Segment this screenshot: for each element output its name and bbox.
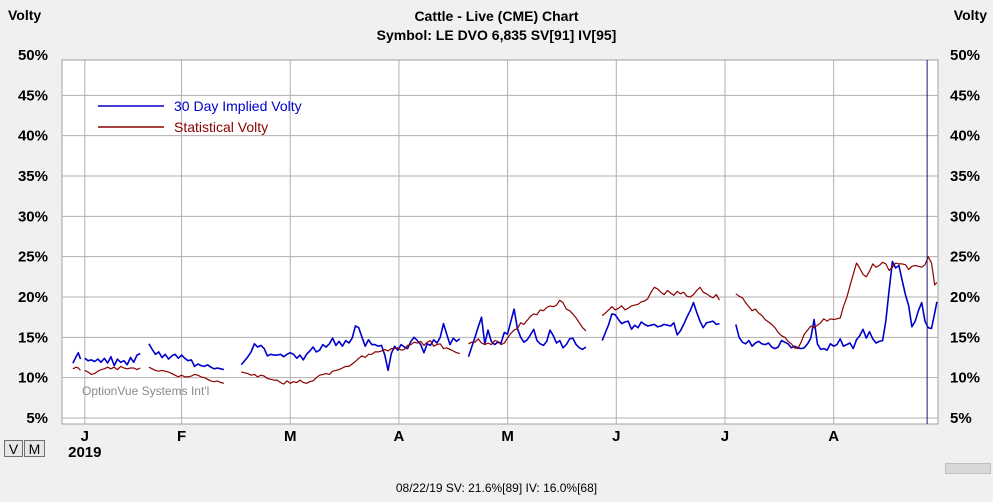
y-tick-label-right: 35%	[950, 168, 980, 185]
y-tick-label-right: 20%	[950, 289, 980, 306]
y-tick-label-right: 30%	[950, 208, 980, 225]
x-tick-label: F	[177, 428, 186, 445]
series-line-statistical-volty	[601, 286, 721, 317]
year-label: 2019	[68, 444, 101, 461]
y-tick-label-right: 25%	[950, 249, 980, 266]
chart-title: Cattle - Live (CME) Chart	[414, 8, 579, 24]
y-tick-label-right: 5%	[950, 410, 972, 427]
y-tick-label-left: 45%	[18, 87, 48, 104]
series-line-implied-volty	[72, 351, 82, 364]
series-line-implied-volty	[148, 343, 225, 371]
y-tick-label-left: 30%	[18, 208, 48, 225]
y-axis-title-left: Volty	[8, 7, 42, 23]
series-line-statistical-volty	[148, 366, 225, 384]
y-tick-label-right: 10%	[950, 370, 980, 387]
y-tick-label-right: 45%	[950, 87, 980, 104]
y-tick-label-right: 50%	[950, 47, 980, 64]
chart-subtitle: Symbol: LE DVO 6,835 SV[91] IV[95]	[376, 27, 617, 43]
v-toggle-button[interactable]: V	[4, 440, 23, 457]
m-toggle-button[interactable]: M	[24, 440, 45, 457]
y-tick-label-left: 25%	[18, 249, 48, 266]
status-bar: 08/22/19 SV: 21.6%[89] IV: 16.0%[68]	[395, 481, 598, 495]
x-tick-label: J	[612, 428, 620, 445]
series-line-implied-volty	[735, 260, 938, 352]
series-line-implied-volty	[84, 352, 141, 367]
y-tick-label-left: 5%	[26, 410, 48, 427]
y-axis-title-right: Volty	[953, 7, 987, 23]
x-tick-label: A	[394, 428, 405, 445]
y-tick-label-left: 10%	[18, 370, 48, 387]
x-tick-label: M	[284, 428, 297, 445]
x-tick-label: A	[828, 428, 839, 445]
series-line-implied-volty	[240, 322, 461, 372]
y-tick-label-left: 50%	[18, 47, 48, 64]
y-tick-label-left: 15%	[18, 329, 48, 346]
series-line-statistical-volty	[241, 340, 460, 385]
series-line-statistical-volty	[72, 366, 81, 371]
series-line-statistical-volty	[468, 299, 587, 346]
watermark: OptionVue Systems Int'l	[82, 384, 209, 398]
series-line-statistical-volty	[735, 256, 938, 350]
x-tick-label: J	[81, 428, 89, 445]
horizontal-scrollbar[interactable]	[945, 463, 991, 474]
x-tick-label: M	[501, 428, 514, 445]
y-tick-label-left: 35%	[18, 168, 48, 185]
y-tick-label-right: 40%	[950, 128, 980, 145]
series-line-implied-volty	[601, 301, 720, 341]
y-tick-label-left: 40%	[18, 128, 48, 145]
y-tick-label-left: 20%	[18, 289, 48, 306]
legend-label: 30 Day Implied Volty	[174, 98, 302, 114]
y-tick-label-right: 15%	[950, 329, 980, 346]
legend-label: Statistical Volty	[174, 119, 268, 135]
plot-area	[61, 59, 939, 425]
x-tick-label: J	[721, 428, 729, 445]
series-line-statistical-volty	[84, 365, 141, 375]
series-line-implied-volty	[467, 308, 587, 357]
